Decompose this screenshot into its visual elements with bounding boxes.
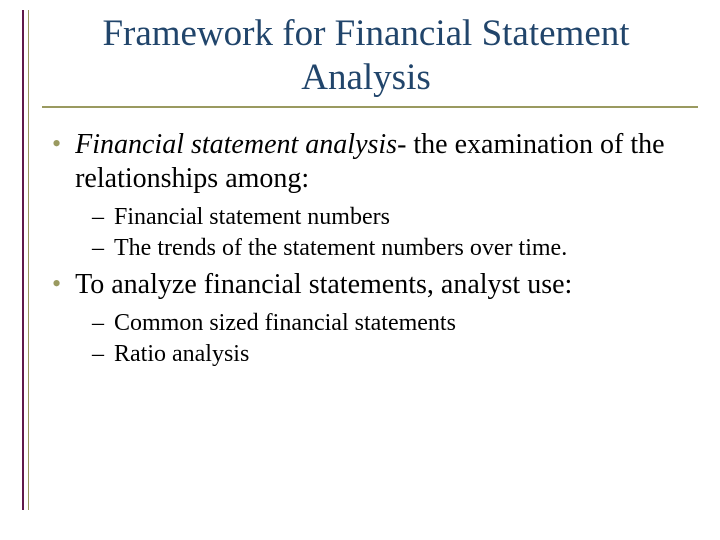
slide-body: • Financial statement analysis- the exam… <box>52 128 692 369</box>
slide: Framework for Financial Statement Analys… <box>0 0 720 540</box>
bullet-text: To analyze financial statements, analyst… <box>75 268 692 302</box>
bullet-marker: – <box>92 339 104 370</box>
bullet-marker: – <box>92 308 104 339</box>
bullet-level2: – Common sized financial statements <box>92 308 692 339</box>
bullet-marker: – <box>92 202 104 233</box>
bullet-level2: – Financial statement numbers <box>92 202 692 233</box>
bullet-text: The trends of the statement numbers over… <box>114 233 692 264</box>
bullet-marker: • <box>52 268 61 301</box>
bullet-text: Common sized financial statements <box>114 308 692 339</box>
bullet-italic-lead: Financial statement analysis <box>75 129 397 160</box>
bullet-text: Ratio analysis <box>114 339 692 370</box>
bullet-level1: • Financial statement analysis- the exam… <box>52 128 692 196</box>
bullet-text: Financial statement numbers <box>114 202 692 233</box>
bullet-marker: • <box>52 128 61 161</box>
bullet-level1: • To analyze financial statements, analy… <box>52 268 692 302</box>
bullet-level2: – Ratio analysis <box>92 339 692 370</box>
vertical-rule-dark <box>22 10 24 510</box>
title-underline <box>42 106 698 108</box>
vertical-rule-accent <box>28 10 29 510</box>
bullet-text: Financial statement analysis- the examin… <box>75 128 692 196</box>
slide-title: Framework for Financial Statement Analys… <box>42 12 690 105</box>
title-block: Framework for Financial Statement Analys… <box>42 12 690 105</box>
bullet-marker: – <box>92 233 104 264</box>
bullet-level2: – The trends of the statement numbers ov… <box>92 233 692 264</box>
